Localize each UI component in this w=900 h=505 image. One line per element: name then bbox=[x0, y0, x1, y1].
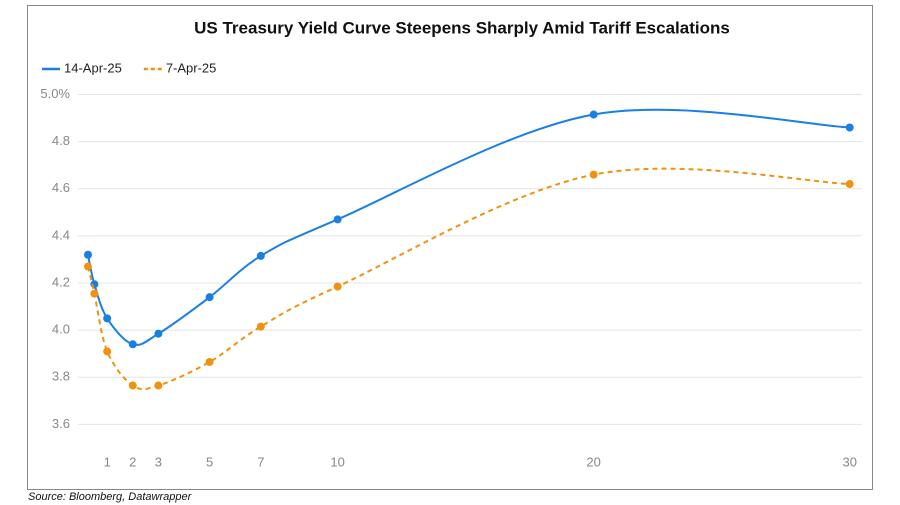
x-tick-label: 30 bbox=[842, 454, 856, 469]
data-point bbox=[845, 180, 854, 189]
x-tick-label: 3 bbox=[155, 454, 162, 469]
series-line bbox=[87, 167, 850, 391]
x-tick-label: 5 bbox=[206, 454, 213, 469]
data-point bbox=[83, 262, 92, 271]
x-tick-label: 7 bbox=[257, 454, 264, 469]
y-tick-label: 3.8 bbox=[52, 369, 70, 384]
x-tick-label: 10 bbox=[330, 454, 344, 469]
y-tick-label: 4.6 bbox=[52, 180, 70, 195]
data-point bbox=[205, 357, 214, 366]
data-point bbox=[333, 282, 342, 291]
data-point bbox=[205, 293, 214, 302]
y-tick-label: 4.0 bbox=[52, 322, 70, 337]
data-point bbox=[128, 340, 137, 349]
y-tick-label: 4.2 bbox=[52, 274, 70, 289]
data-point bbox=[103, 314, 112, 323]
data-point bbox=[128, 381, 137, 390]
y-tick-label: 4.8 bbox=[52, 133, 70, 148]
data-point bbox=[154, 381, 163, 390]
data-point bbox=[256, 322, 265, 331]
legend-label: 14-Apr-25 bbox=[64, 60, 122, 75]
x-tick-label: 20 bbox=[586, 454, 600, 469]
data-point bbox=[333, 215, 342, 224]
data-point bbox=[83, 250, 92, 259]
x-tick-label: 1 bbox=[104, 454, 111, 469]
y-tick-label: 5.0% bbox=[40, 86, 70, 101]
y-tick-label: 4.4 bbox=[52, 227, 70, 242]
data-point bbox=[256, 251, 265, 260]
data-point bbox=[589, 170, 598, 179]
data-point bbox=[90, 289, 99, 298]
y-tick-label: 3.6 bbox=[52, 416, 70, 431]
chart-frame bbox=[27, 5, 873, 490]
x-tick-label: 2 bbox=[129, 454, 136, 469]
data-point bbox=[103, 347, 112, 356]
data-point bbox=[154, 329, 163, 338]
data-point bbox=[589, 110, 598, 119]
chart-title: US Treasury Yield Curve Steepens Sharply… bbox=[194, 18, 730, 37]
legend-label: 7-Apr-25 bbox=[166, 60, 217, 75]
data-point bbox=[845, 123, 854, 132]
source-note: Source: Bloomberg, Datawrapper bbox=[28, 491, 193, 503]
series-line bbox=[87, 108, 850, 346]
